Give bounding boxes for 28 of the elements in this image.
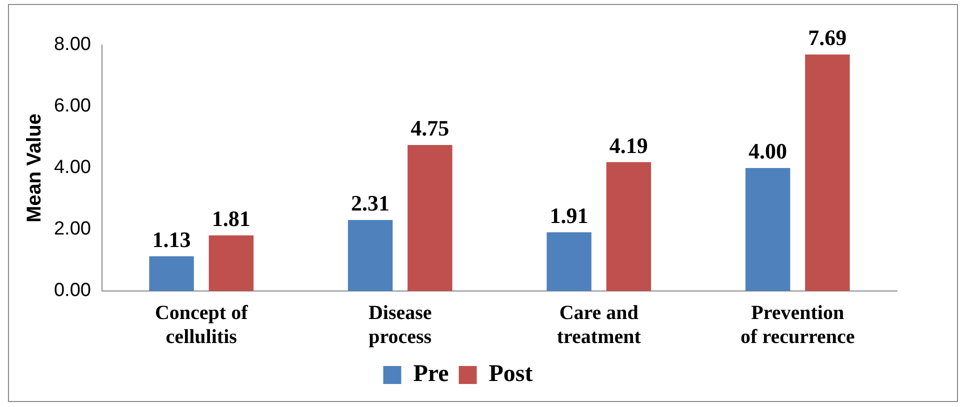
x-tick-label: Disease process <box>368 302 432 348</box>
bar <box>745 168 790 291</box>
bar <box>149 256 194 291</box>
bar <box>546 232 592 291</box>
y-tick-label: 2.00 <box>54 218 91 240</box>
legend-label: Post <box>488 361 533 388</box>
x-tick-label: Concept of cellulitis <box>154 302 248 348</box>
bar <box>805 54 850 291</box>
bar <box>208 235 254 291</box>
data-label: 4.75 <box>410 116 450 141</box>
data-label: 1.91 <box>550 202 588 228</box>
y-tick-label: 8.00 <box>54 34 91 56</box>
y-tick-label: 4.00 <box>54 157 91 178</box>
bar <box>348 220 393 291</box>
bar <box>606 162 652 291</box>
data-label: 1.13 <box>152 226 191 252</box>
data-label: 4.00 <box>748 138 788 164</box>
data-label: 2.31 <box>351 190 390 216</box>
data-label: 4.19 <box>609 132 648 158</box>
bar <box>408 144 452 291</box>
legend-label: Pre <box>413 361 450 388</box>
x-tick-label: Prevention of recurrence <box>740 302 855 348</box>
y-tick-label: 6.00 <box>54 96 91 117</box>
data-label: 7.69 <box>808 25 847 50</box>
y-axis-title: Mean Value <box>24 114 46 222</box>
y-tick-label: 0.00 <box>54 280 91 302</box>
x-tick-label: Care and treatment <box>556 302 642 348</box>
data-label: 1.81 <box>212 206 250 232</box>
